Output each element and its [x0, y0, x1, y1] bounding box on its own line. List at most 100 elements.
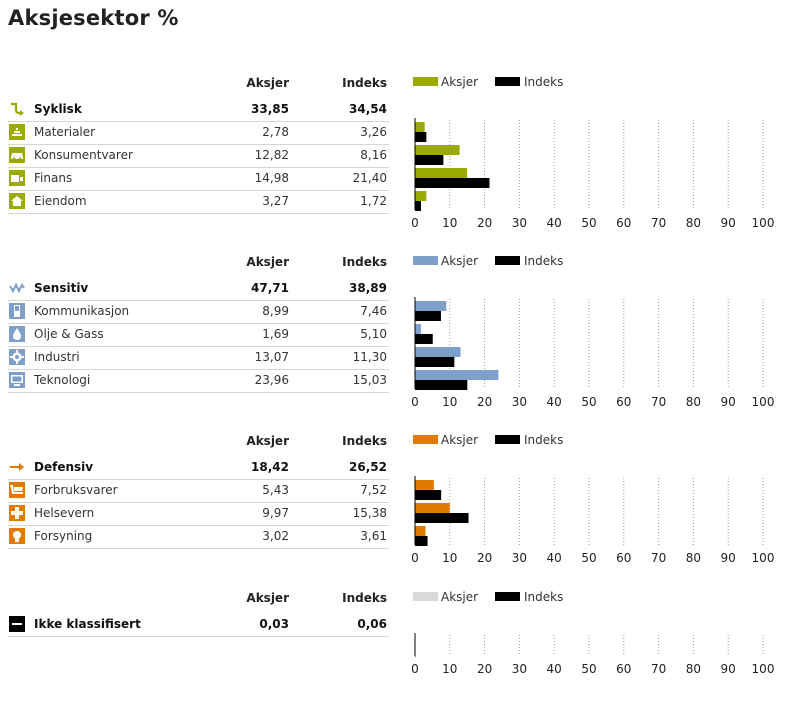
column-header-aksjer: Aksjer [246, 76, 289, 90]
x-tick-label: 90 [721, 551, 736, 565]
x-tick-label: 90 [721, 216, 736, 230]
sector-name: Industri [34, 350, 80, 364]
bar-indeks [415, 536, 428, 546]
bar-indeks [415, 513, 469, 523]
bar-indeks [415, 155, 444, 165]
bar-aksjer [415, 503, 450, 513]
table-row: Eiendom 3,27 1,72 [8, 190, 389, 214]
bar-chart-svg: Aksjer Indeks 0 10 20 30 40 50 60 70 80 90 100 [411, 433, 774, 565]
indeks-value: 1,72 [360, 194, 387, 208]
column-header-indeks: Indeks [342, 591, 387, 605]
house-icon [9, 193, 25, 209]
legend-label-indeks: Indeks [524, 254, 563, 268]
bar-aksjer [415, 301, 447, 311]
indeks-value: 26,52 [349, 460, 387, 474]
health-cross-icon [9, 505, 25, 521]
column-header-aksjer: Aksjer [246, 591, 289, 605]
x-tick-label: 0 [411, 216, 419, 230]
cyclical-icon [9, 101, 25, 117]
page-title: Aksjesektor % [8, 6, 179, 30]
legend-swatch-aksjer [413, 77, 438, 86]
aksjer-value: 0,03 [259, 617, 289, 631]
indeks-value: 11,30 [352, 350, 387, 364]
column-header-indeks: Indeks [342, 255, 387, 269]
legend-label-aksjer: Aksjer [441, 75, 478, 89]
column-header-indeks: Indeks [342, 434, 387, 448]
bar-aksjer [415, 145, 460, 155]
cart-icon [9, 482, 25, 498]
bar-chart: Aksjer Indeks 0 10 20 30 40 50 60 70 80 90 100 [405, 428, 785, 575]
indeks-value: 34,54 [349, 102, 387, 116]
materials-icon [9, 124, 25, 140]
aksjer-value: 23,96 [254, 373, 289, 387]
aksjer-value: 13,07 [254, 350, 289, 364]
sector-name: Forbruksvarer [34, 483, 118, 497]
legend-swatch-aksjer [413, 435, 438, 444]
bar-aksjer [415, 168, 468, 178]
x-tick-label: 100 [752, 662, 775, 676]
x-tick-label: 0 [411, 662, 419, 676]
sector-group-name: Syklisk [34, 102, 82, 116]
column-header-aksjer: Aksjer [246, 434, 289, 448]
x-tick-label: 60 [616, 395, 631, 409]
bar-aksjer [415, 480, 434, 490]
table-row: Teknologi 23,96 15,03 [8, 369, 389, 393]
bar-aksjer [415, 347, 461, 357]
indeks-value: 0,06 [357, 617, 387, 631]
indeks-value: 21,40 [352, 171, 387, 185]
finance-icon [9, 170, 25, 186]
legend-swatch-indeks [495, 256, 520, 265]
table-row: Forbruksvarer 5,43 7,52 [8, 479, 389, 503]
aksjer-value: 5,43 [262, 483, 289, 497]
legend-swatch-indeks [495, 435, 520, 444]
indeks-value: 8,16 [360, 148, 387, 162]
sector-section: Aksjer Indeks Sensitiv 47,71 38,89 Kommunikas… [0, 254, 787, 409]
x-tick-label: 60 [616, 662, 631, 676]
aksjer-value: 1,69 [262, 327, 289, 341]
bar-chart-svg: Aksjer Indeks 0 10 20 30 40 50 60 70 80 90 100 [411, 254, 774, 409]
bar-indeks [415, 132, 427, 142]
indeks-value: 3,61 [360, 529, 387, 543]
bar-indeks [415, 357, 455, 367]
x-tick-label: 20 [477, 395, 492, 409]
sector-group-row: Sensitiv 47,71 38,89 [8, 277, 389, 301]
indeks-value: 5,10 [360, 327, 387, 341]
legend-label-indeks: Indeks [524, 590, 563, 604]
table-row: Materialer 2,78 3,26 [8, 121, 389, 145]
bar-indeks [415, 490, 442, 500]
x-tick-label: 60 [616, 551, 631, 565]
table-row: Industri 13,07 11,30 [8, 346, 389, 370]
bar-chart-svg: Aksjer Indeks 0 10 20 30 40 50 60 70 80 90 100 [411, 75, 774, 230]
indeks-value: 15,03 [352, 373, 387, 387]
aksjer-value: 33,85 [251, 102, 289, 116]
x-tick-label: 90 [721, 662, 736, 676]
gear-icon [9, 349, 25, 365]
bar-aksjer [415, 122, 425, 132]
x-tick-label: 50 [581, 395, 596, 409]
sector-name: Olje & Gass [34, 327, 104, 341]
bar-indeks [415, 334, 433, 344]
table-row: Konsumentvarer 12,82 8,16 [8, 144, 389, 168]
sector-name: Konsumentvarer [34, 148, 133, 162]
oil-drop-icon [9, 326, 25, 342]
x-tick-label: 50 [581, 662, 596, 676]
x-tick-label: 60 [616, 216, 631, 230]
aksjer-value: 3,27 [262, 194, 289, 208]
table-row: Helsevern 9,97 15,38 [8, 502, 389, 526]
table-row: Forsyning 3,02 3,61 [8, 525, 389, 549]
column-header-aksjer: Aksjer [246, 255, 289, 269]
sector-group-name: Ikke klassifisert [34, 617, 141, 631]
aksjer-value: 2,78 [262, 125, 289, 139]
x-tick-label: 10 [442, 216, 457, 230]
legend-swatch-indeks [495, 592, 520, 601]
aksjer-value: 14,98 [254, 171, 289, 185]
x-tick-label: 40 [547, 216, 562, 230]
x-tick-label: 70 [651, 395, 666, 409]
legend-swatch-aksjer [413, 256, 438, 265]
x-tick-label: 0 [411, 395, 419, 409]
bar-aksjer [415, 191, 427, 201]
bar-chart-svg: Aksjer Indeks 0 10 20 30 40 50 60 70 80 90 100 [411, 590, 775, 676]
x-tick-label: 50 [581, 551, 596, 565]
sector-group-row: Syklisk 33,85 34,54 [8, 98, 389, 122]
bar-chart: Aksjer Indeks 0 10 20 30 40 50 60 70 80 90 100 [405, 585, 785, 686]
